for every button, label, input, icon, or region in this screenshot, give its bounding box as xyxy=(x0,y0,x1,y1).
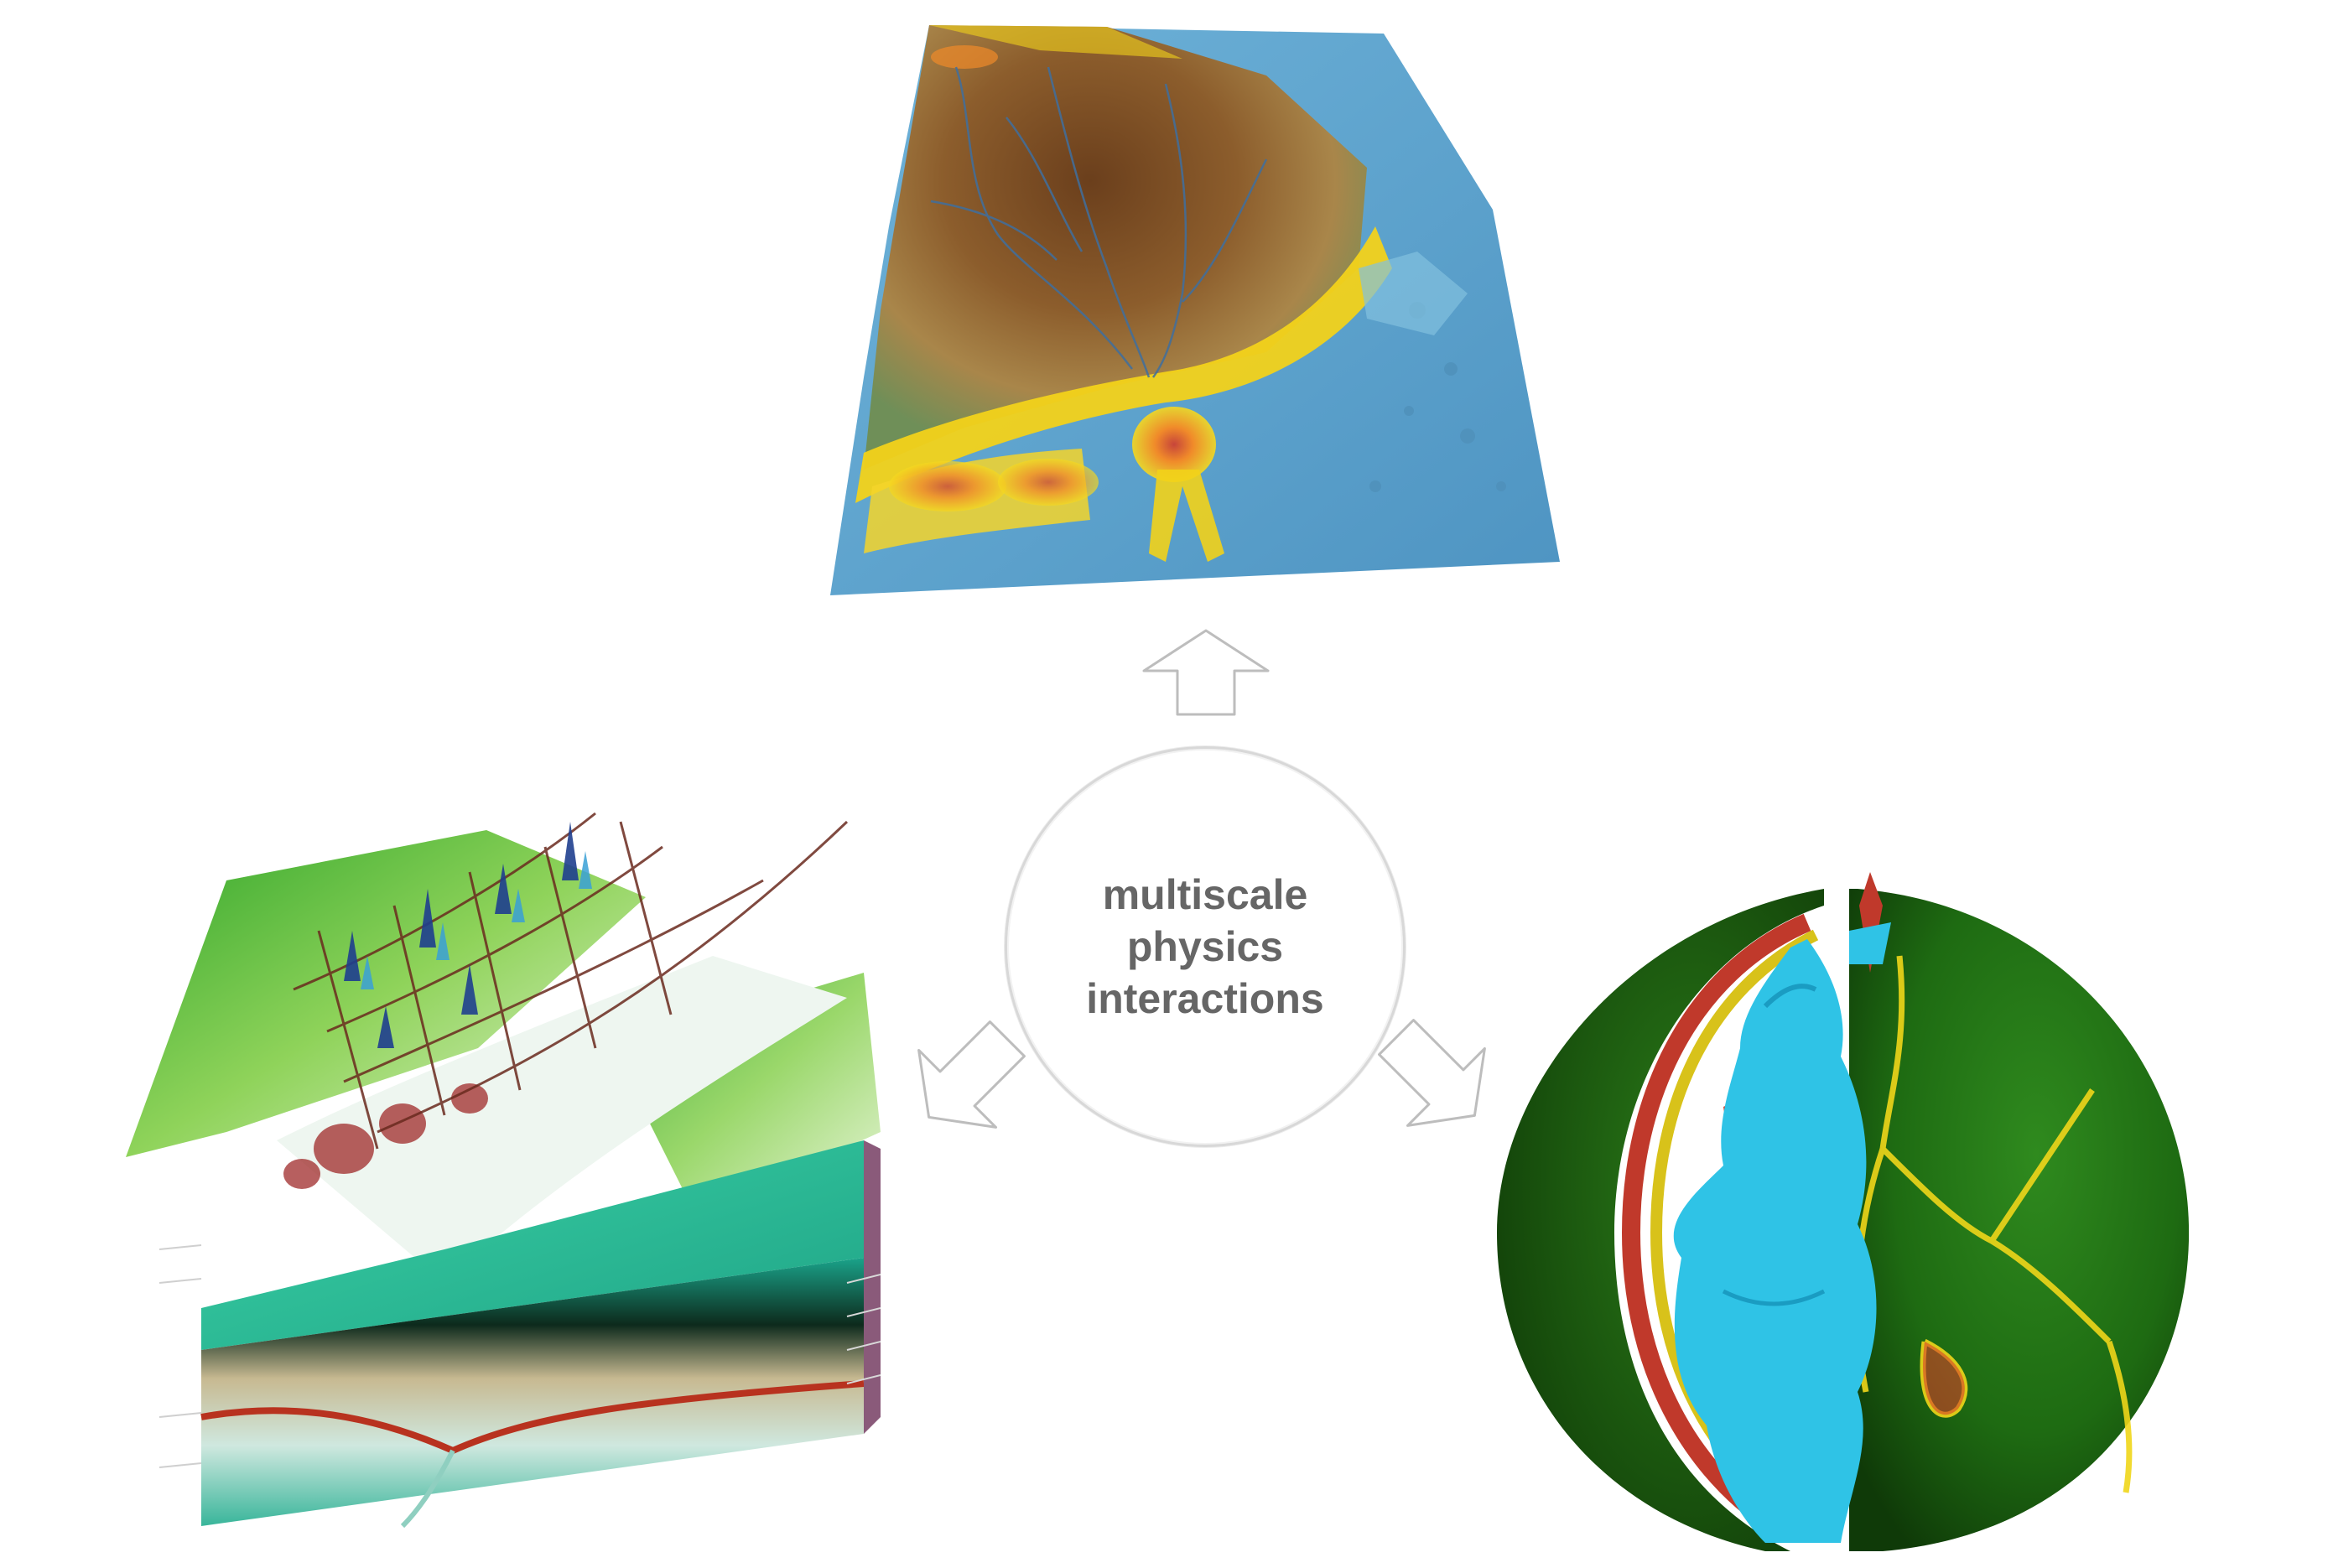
up-arrow-icon xyxy=(1142,629,1270,716)
mantle-convection-globe-image xyxy=(1497,872,2190,1551)
tectonic-block-model-image xyxy=(126,812,881,1529)
center-label-line-1: multiscale xyxy=(1102,871,1308,918)
landscape-terrain-image xyxy=(830,25,1560,595)
down-right-arrow-icon xyxy=(1378,1019,1486,1127)
center-label-line-2: physics xyxy=(1126,923,1284,970)
center-label-line-3: interactions xyxy=(1086,975,1324,1022)
multiscale-physics-circle: multiscale physics interactions xyxy=(1005,746,1406,1147)
down-left-arrow-icon xyxy=(917,1020,1026,1129)
center-label: multiscale physics interactions xyxy=(1086,869,1323,1025)
